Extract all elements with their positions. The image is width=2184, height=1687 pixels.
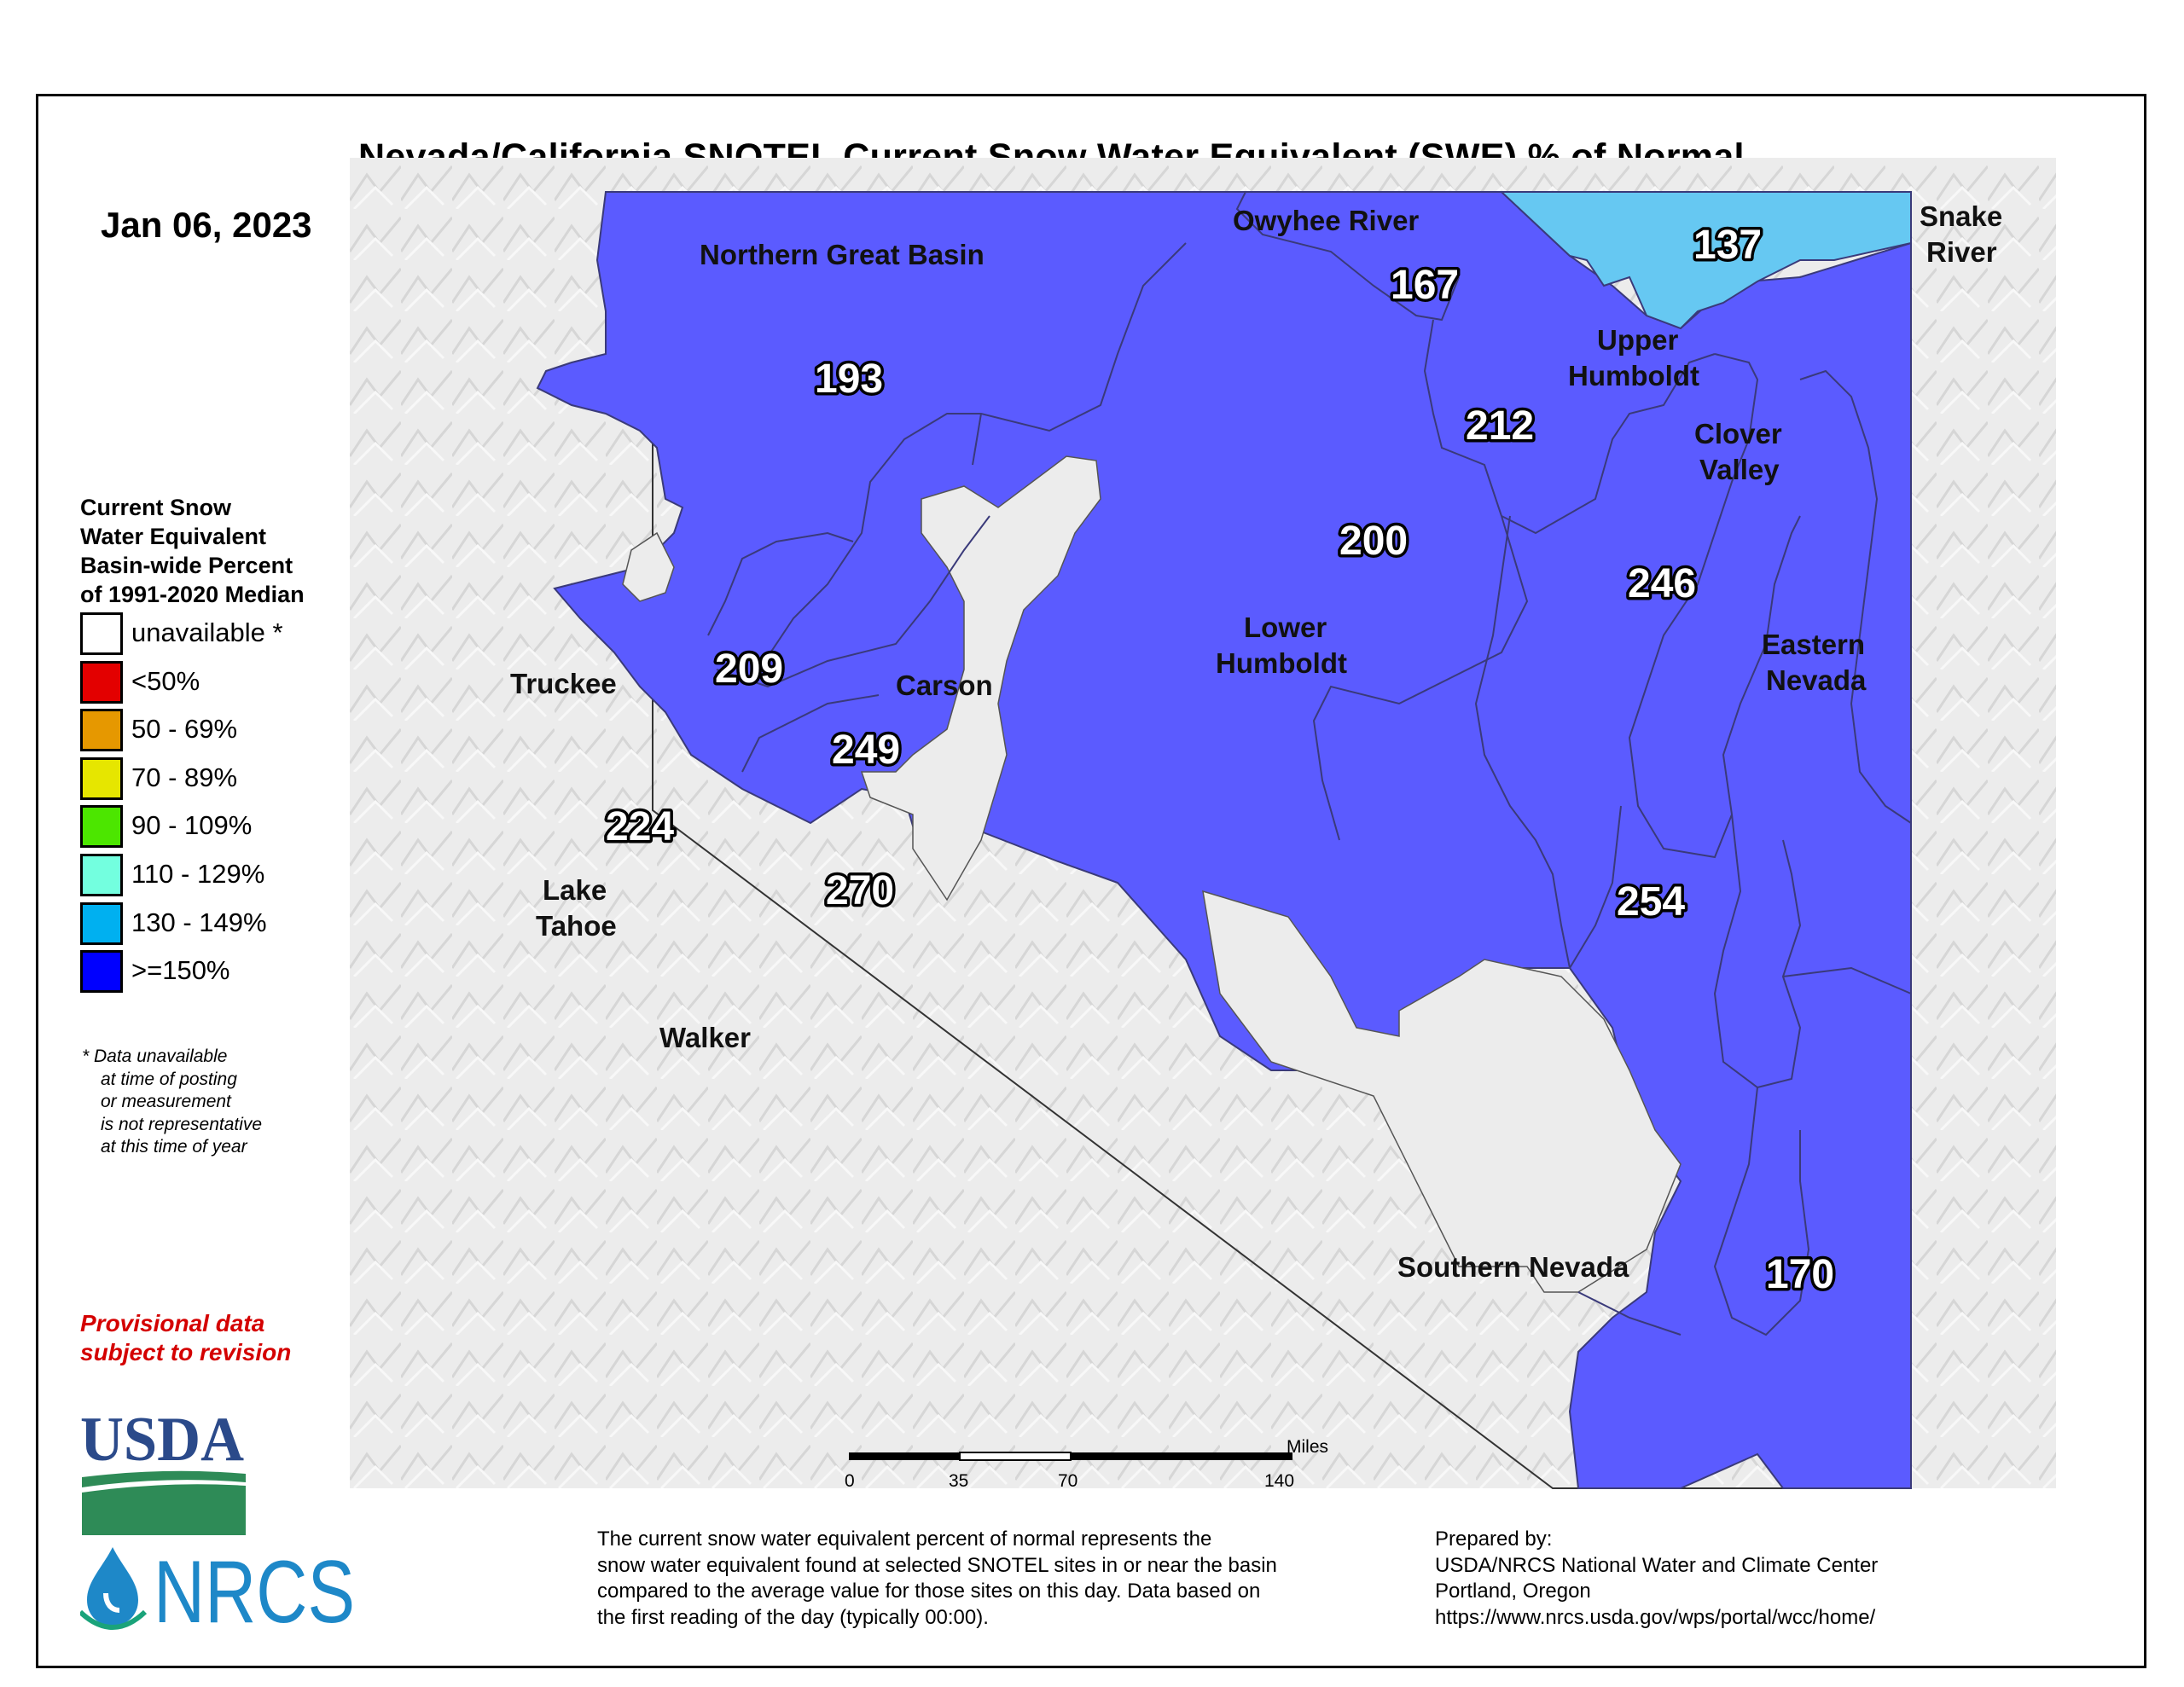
- basin-label-owyhee-river: Owyhee River: [1233, 205, 1419, 236]
- legend-swatch: [80, 757, 123, 800]
- basin-label-clover-valley-1: Clover: [1694, 418, 1782, 449]
- scale-bar: Miles 0 35 70 140: [845, 1437, 1328, 1491]
- legend-swatch: [80, 660, 123, 704]
- svg-text:USDA: USDA: [80, 1407, 244, 1475]
- basin-label-snake-river-1: Snake: [1920, 200, 2002, 232]
- unavailable-area-south-central: [1202, 890, 1682, 1293]
- description-line: compared to the average value for those …: [597, 1580, 1261, 1603]
- legend-title-line: Basin-wide Percent: [80, 553, 293, 578]
- legend-title: Current Snow Water Equivalent Basin-wide…: [80, 493, 305, 609]
- description-line: the first reading of the day (typically …: [597, 1605, 989, 1629]
- scale-tick-70: 70: [1058, 1471, 1077, 1491]
- provisional-line: subject to revision: [80, 1339, 292, 1365]
- basin-value-upper-humboldt: 212: [1466, 403, 1534, 449]
- legend-label: 90 - 109%: [131, 810, 253, 841]
- basin-value-walker: 270: [826, 868, 894, 913]
- prepared-url[interactable]: https://www.nrcs.usda.gov/wps/portal/wcc…: [1435, 1605, 1876, 1629]
- footnote-line: at time of posting: [101, 1069, 237, 1089]
- legend-title-line: of 1991-2020 Median: [80, 582, 305, 607]
- basin-label-upper-humboldt-2: Humboldt: [1568, 360, 1699, 391]
- scale-tick-0: 0: [845, 1471, 855, 1491]
- provisional-notice: Provisional data subject to revision: [80, 1309, 291, 1367]
- prepared-by: Prepared by: USDA/NRCS National Water an…: [1435, 1527, 1878, 1631]
- basin-label-northern-great-basin: Northern Great Basin: [700, 239, 985, 270]
- prepared-line: USDA/NRCS National Water and Climate Cen…: [1435, 1553, 1879, 1577]
- unavailable-area-pyramid: [622, 531, 675, 602]
- legend-swatch: [80, 612, 123, 655]
- basin-boundaries: [707, 191, 1912, 1336]
- map-date: Jan 06, 2023: [101, 205, 312, 245]
- basin-label-clover-valley-2: Valley: [1699, 454, 1780, 485]
- basin-label-carson: Carson: [896, 670, 993, 701]
- basin-label-snake-river-2: River: [1926, 236, 1997, 268]
- legend-label: 130 - 149%: [131, 907, 267, 937]
- scale-tick-140: 140: [1264, 1471, 1294, 1491]
- legend-label: unavailable *: [131, 617, 283, 647]
- legend-swatch: [80, 805, 123, 849]
- basin-value-carson: 249: [832, 728, 900, 773]
- basin-label-southern-nevada: Southern Nevada: [1397, 1251, 1629, 1283]
- map-description: The current snow water equivalent percen…: [597, 1527, 1277, 1631]
- basin-label-lower-humboldt-2: Humboldt: [1216, 647, 1347, 679]
- map-frame: [36, 94, 2146, 1668]
- basins-above-150-region: [536, 191, 1912, 1489]
- basin-label-eastern-nevada-2: Nevada: [1766, 664, 1867, 696]
- legend-swatch: [80, 853, 123, 896]
- basin-value-owyhee-river: 167: [1391, 263, 1459, 308]
- basin-label-upper-humboldt-1: Upper: [1597, 324, 1679, 356]
- legend-label: 70 - 89%: [131, 762, 238, 792]
- basin-map: Miles 0 35 70 140 Northern Great Basin O…: [350, 158, 2056, 1491]
- description-line: The current snow water equivalent percen…: [597, 1528, 1212, 1551]
- legend-title-line: Water Equivalent: [80, 524, 267, 549]
- basin-value-eastern-nevada: 254: [1617, 879, 1685, 925]
- legend-label: 110 - 129%: [131, 858, 265, 889]
- legend-label: >=150%: [131, 955, 230, 986]
- prepared-line: Prepared by:: [1435, 1528, 1553, 1551]
- legend-label: 50 - 69%: [131, 714, 238, 745]
- legend-label: <50%: [131, 665, 200, 696]
- basin-value-southern-nevada: 170: [1766, 1252, 1834, 1297]
- footnote-line: at this time of year: [101, 1137, 247, 1157]
- basin-value-northern-great-basin: 193: [815, 357, 883, 402]
- basin-label-lower-humboldt-1: Lower: [1244, 612, 1327, 643]
- description-line: snow water equivalent found at selected …: [597, 1553, 1277, 1577]
- basin-value-clover-valley: 246: [1628, 561, 1696, 606]
- basin-snake-river-region: [1499, 191, 1912, 330]
- legend-swatch: [80, 709, 123, 752]
- basin-label-truckee: Truckee: [510, 668, 617, 699]
- basin-label-lake-tahoe-1: Lake: [543, 874, 607, 906]
- legend-footnote: * Data unavailable at time of posting or…: [82, 1046, 262, 1159]
- basin-value-lower-humboldt: 200: [1339, 519, 1408, 564]
- legend-title-line: Current Snow: [80, 495, 232, 520]
- basin-label-walker: Walker: [659, 1022, 751, 1053]
- basin-value-truckee: 209: [715, 646, 783, 692]
- legend-swatch: [80, 950, 123, 994]
- scale-tick-35: 35: [949, 1471, 968, 1491]
- footnote-line: or measurement: [101, 1092, 231, 1111]
- scale-unit: Miles: [1287, 1437, 1328, 1457]
- usda-logo: USDA: [80, 1407, 247, 1535]
- footnote-line: is not representative: [101, 1114, 263, 1134]
- basin-label-lake-tahoe-2: Tahoe: [536, 910, 617, 942]
- svg-text:NRCS: NRCS: [154, 1544, 355, 1638]
- provisional-line: Provisional data: [80, 1310, 265, 1336]
- footnote-line: * Data unavailable: [82, 1046, 228, 1066]
- basin-value-snake-river: 137: [1693, 223, 1762, 268]
- prepared-line: Portland, Oregon: [1435, 1580, 1591, 1603]
- basin-value-lake-tahoe: 224: [606, 804, 674, 849]
- legend-swatch: [80, 901, 123, 945]
- nrcs-logo: NRCS: [80, 1544, 355, 1638]
- basin-label-eastern-nevada-1: Eastern: [1762, 629, 1865, 660]
- unavailable-area-humboldt-sink: [860, 455, 1101, 901]
